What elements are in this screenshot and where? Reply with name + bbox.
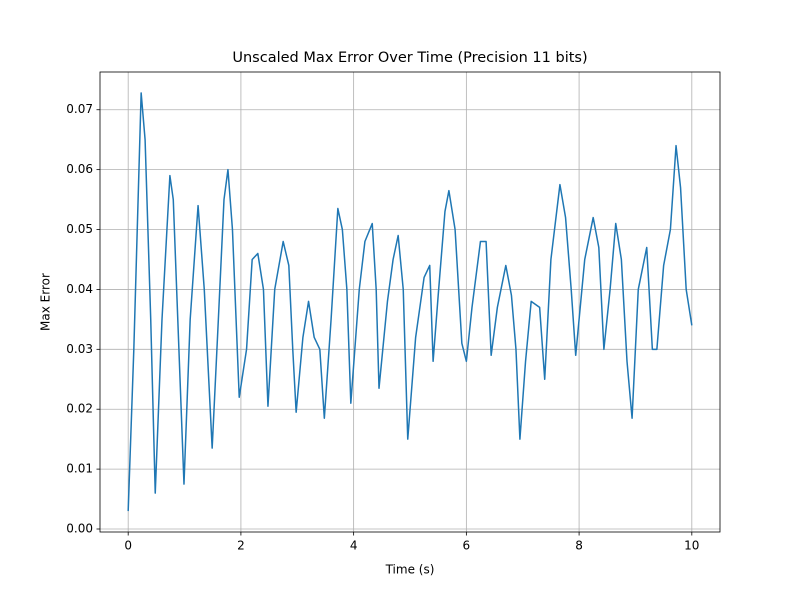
x-axis-label: Time (s) (385, 563, 435, 577)
x-tick-label: 2 (237, 539, 245, 553)
y-tick-label: 0.02 (66, 402, 93, 416)
y-tick-label: 0.01 (66, 462, 93, 476)
y-tick-label: 0.05 (66, 222, 93, 236)
x-tick-label: 4 (350, 539, 358, 553)
y-tick-label: 0.06 (66, 162, 93, 176)
y-tick-label: 0.00 (66, 522, 93, 536)
plot-frame (99, 71, 721, 533)
x-tick-label: 10 (684, 539, 699, 553)
chart-title: Unscaled Max Error Over Time (Precision … (232, 50, 587, 66)
data-line (127, 92, 693, 512)
x-tick-label: 6 (463, 539, 471, 553)
y-tick-label: 0.03 (66, 342, 93, 356)
y-axis-label: Max Error (39, 273, 53, 331)
y-tick-label: 0.07 (66, 102, 93, 116)
y-tick-label: 0.04 (66, 282, 93, 296)
x-tick-label: 8 (575, 539, 583, 553)
x-tick-label: 0 (124, 539, 132, 553)
